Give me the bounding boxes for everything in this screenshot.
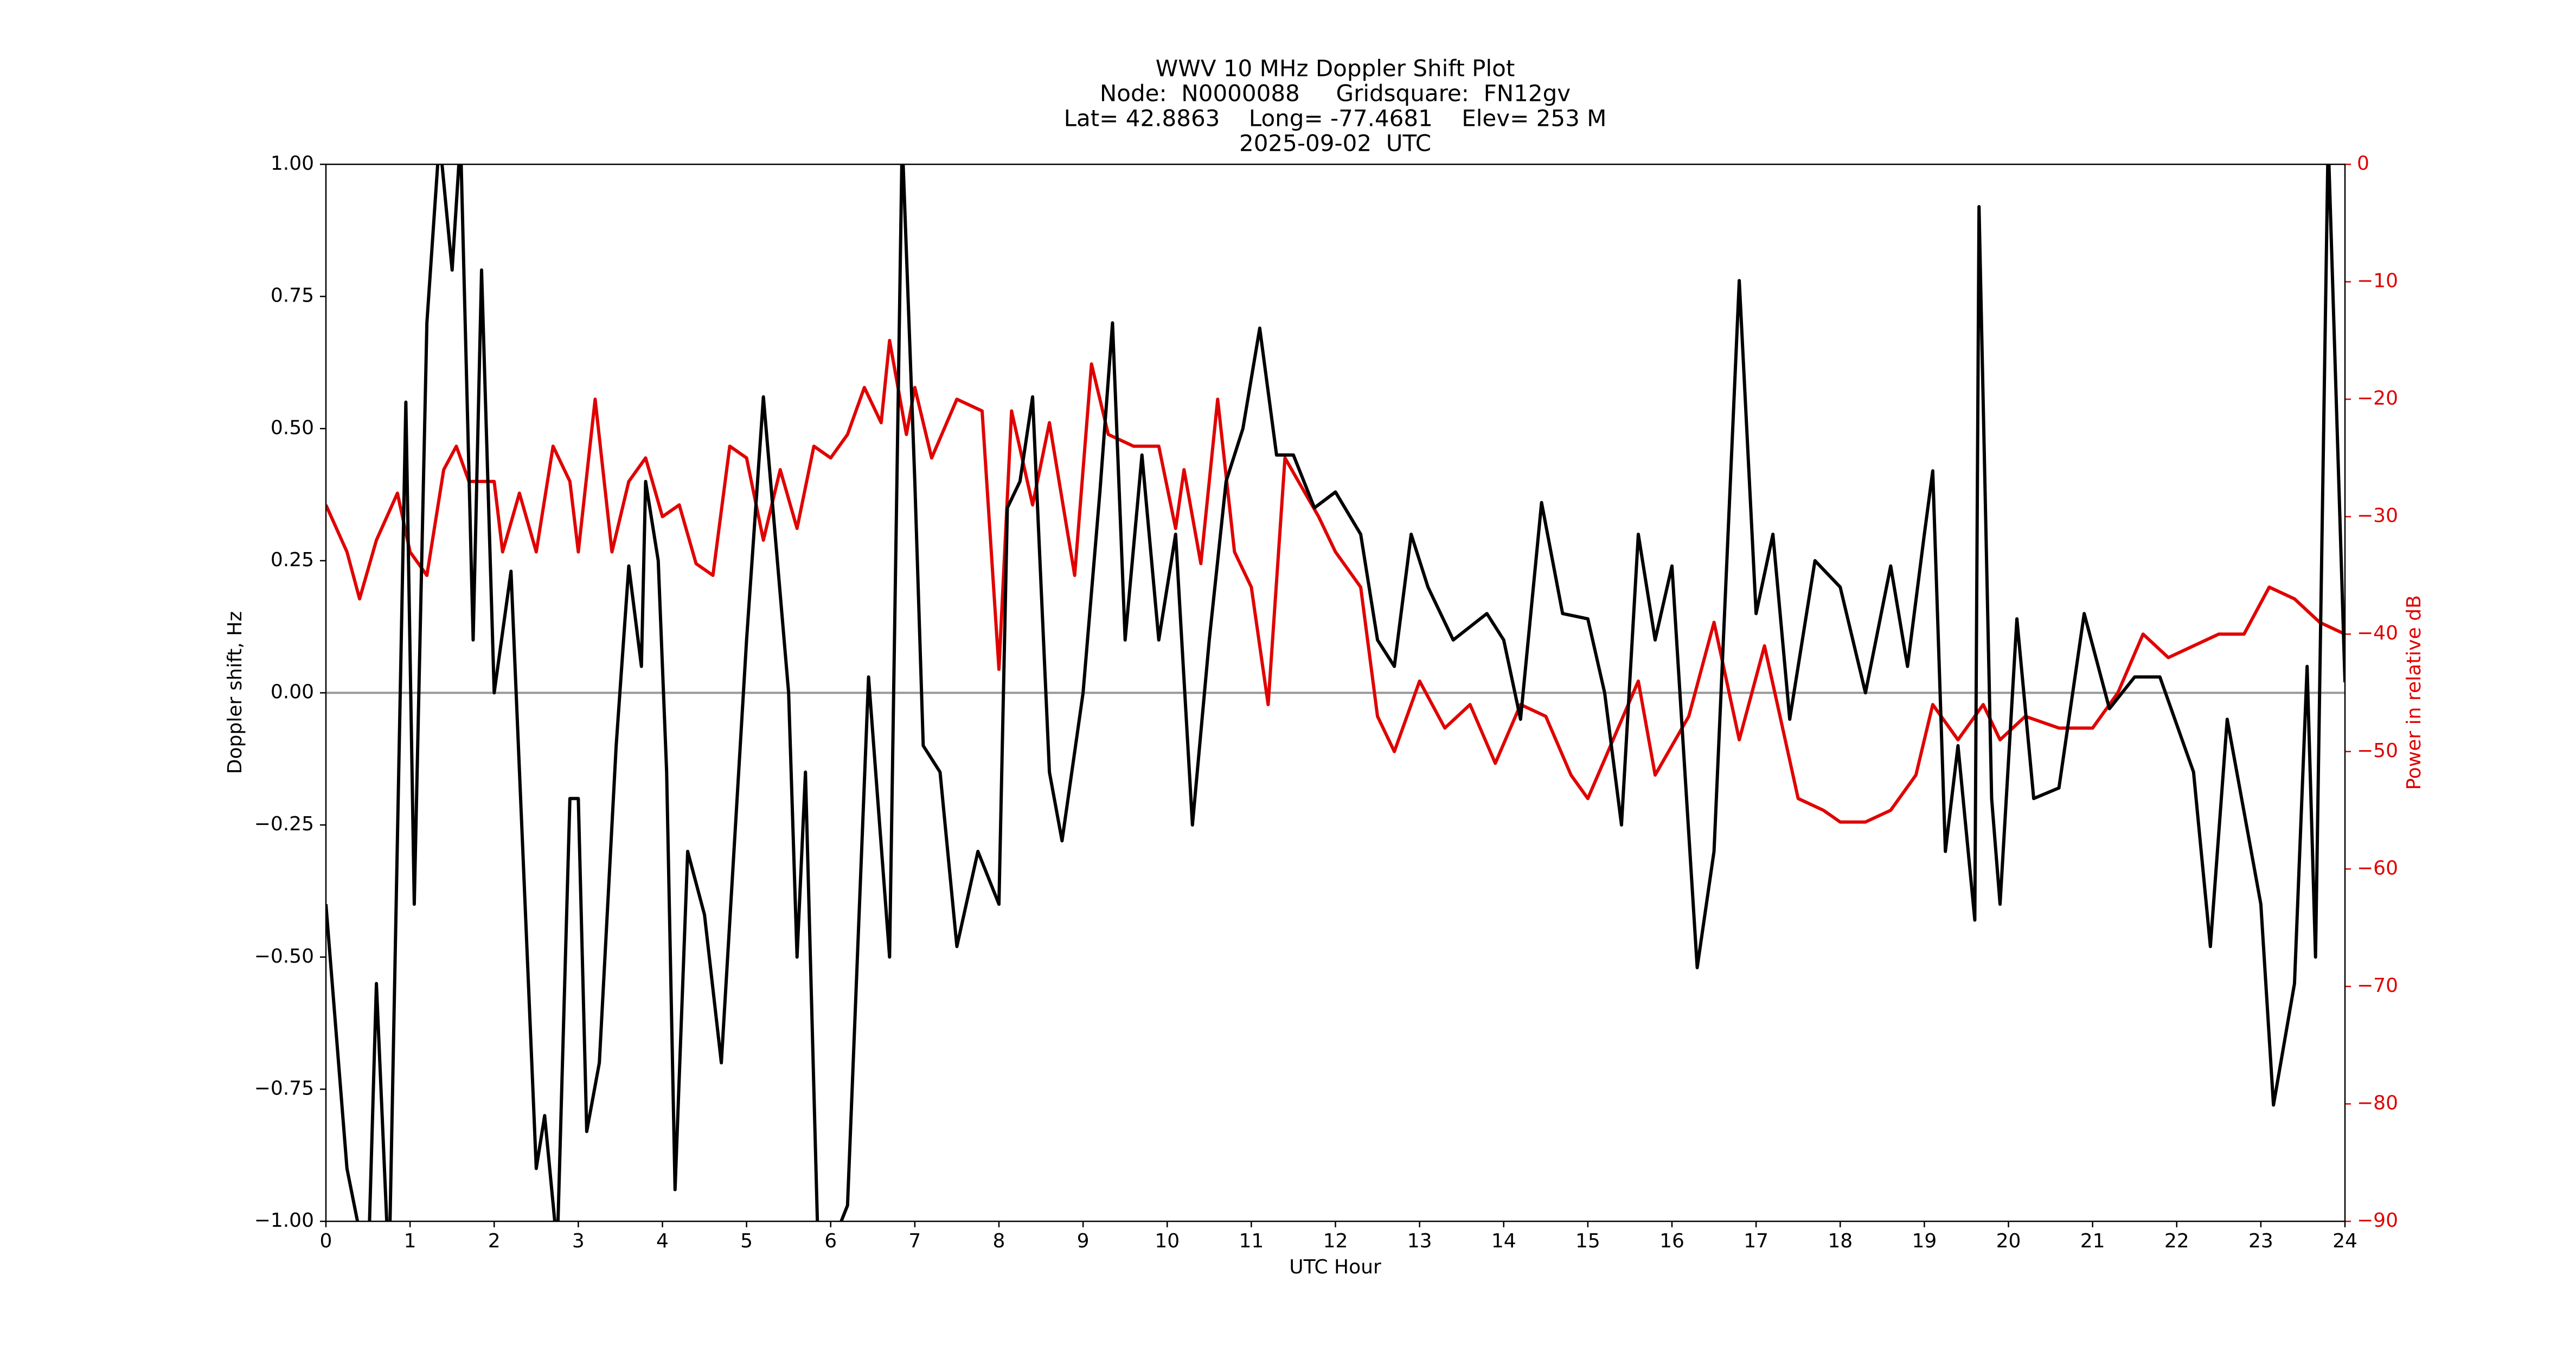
x-tick-label: 22 [2164,1230,2189,1252]
x-tick-label: 12 [1323,1230,1348,1252]
x-tick-label: 20 [1996,1230,2021,1252]
chart-title: WWV 10 MHz Doppler Shift Plot [1156,55,1515,82]
x-tick-label: 1 [404,1230,416,1252]
x-axis-label: UTC Hour [1289,1256,1381,1278]
y2-tick-label: −50 [2357,740,2398,762]
plot-frame [325,163,2346,1222]
y-tick-label: 1.00 [271,152,314,175]
y-axis-label: Doppler shift, Hz [224,611,246,774]
x-tick-label: 8 [993,1230,1005,1252]
y-tick-label: 0.75 [271,285,314,307]
y2-tick-label: −70 [2357,975,2398,997]
x-tick-label: 2 [488,1230,501,1252]
y-tick-label: 0.25 [271,549,314,571]
y2-tick-label: −90 [2357,1209,2398,1232]
x-tick-label: 14 [1491,1230,1516,1252]
x-tick-label: 17 [1744,1230,1768,1252]
x-tick-label: 19 [1912,1230,1937,1252]
y2-tick-label: −20 [2357,387,2398,409]
x-tick-label: 11 [1239,1230,1264,1252]
y2-tick-label: −10 [2357,270,2398,292]
x-tick-label: 23 [2248,1230,2273,1252]
x-tick-label: 21 [2080,1230,2105,1252]
x-tick-label: 10 [1155,1230,1180,1252]
y2-axis-label: Power in relative dB [2403,595,2425,790]
x-tick-label: 4 [656,1230,669,1252]
x-tick-label: 16 [1659,1230,1684,1252]
chart-subtitle: 2025-09-02 UTC [1239,130,1431,157]
x-tick-label: 7 [908,1230,921,1252]
plot-area [326,164,2345,1221]
y2-tick-label: −30 [2357,505,2398,527]
chart-subtitle: Lat= 42.8863 Long= -77.4681 Elev= 253 M [1064,105,1607,132]
y-tick-label: −0.50 [254,945,314,968]
x-tick-label: 6 [824,1230,837,1252]
y-tick-label: −0.75 [254,1077,314,1099]
x-tick-label: 3 [572,1230,585,1252]
y-tick-label: −1.00 [254,1209,314,1232]
x-tick-label: 9 [1077,1230,1090,1252]
y2-tick-label: −40 [2357,622,2398,644]
x-tick-label: 0 [320,1230,332,1252]
x-tick-label: 5 [740,1230,753,1252]
y2-tick-label: 0 [2357,152,2369,175]
data-line [326,164,2345,1221]
y2-tick-label: −60 [2357,857,2398,879]
y-tick-label: 0.00 [271,681,314,703]
y-tick-label: 0.50 [271,417,314,439]
chart-subtitle: Node: N0000088 Gridsquare: FN12gv [1100,80,1571,107]
x-tick-label: 24 [2333,1230,2357,1252]
data-line [326,338,2345,824]
x-tick-label: 13 [1407,1230,1432,1252]
x-tick-label: 15 [1575,1230,1600,1252]
x-tick-label: 18 [1828,1230,1853,1252]
y2-tick-label: −80 [2357,1092,2398,1114]
y-tick-label: −0.25 [254,813,314,835]
